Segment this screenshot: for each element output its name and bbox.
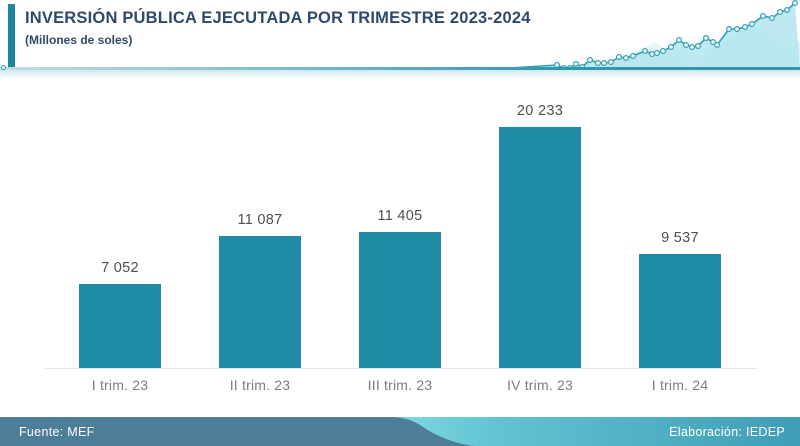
- sparkline-marker: [784, 6, 791, 14]
- bar-2: [219, 236, 301, 368]
- bar-value-label: 20 233: [516, 103, 564, 119]
- bar-group-4: 20 233: [470, 103, 610, 368]
- sparkline-marker: [616, 53, 623, 60]
- page-title: INVERSIÓN PÚBLICA EJECUTADA POR TRIMESTR…: [25, 9, 531, 27]
- trend-sparkline-decoration: [469, 0, 800, 70]
- bar-1: [79, 284, 161, 368]
- x-tick-label: II trim. 23: [229, 377, 291, 393]
- footer-wave-decoration: [0, 417, 474, 446]
- sparkline-marker: [595, 59, 602, 66]
- sparkline-marker: [601, 59, 608, 66]
- sparkline-marker: [726, 26, 733, 33]
- sparkline-marker: [689, 43, 696, 50]
- bar-group-3: 11 405: [330, 127, 470, 368]
- x-tick-label: IV trim. 23: [507, 377, 573, 393]
- sparkline-marker: [749, 21, 756, 28]
- sparkline-marker: [695, 42, 702, 49]
- header: INVERSIÓN PÚBLICA EJECUTADA POR TRIMESTR…: [0, 0, 800, 79]
- header-rule-dot: [1, 65, 6, 70]
- bar-5: [639, 254, 721, 368]
- page-subtitle: (Millones de soles): [25, 33, 133, 47]
- bar-value-label: 7 052: [101, 260, 139, 276]
- sparkline-marker: [660, 47, 667, 54]
- x-axis-labels: I trim. 23 II trim. 23 III trim. 23 IV trim…: [50, 377, 750, 393]
- sparkline-marker: [654, 49, 661, 56]
- sparkline-marker: [572, 60, 579, 67]
- sparkline-marker: [742, 24, 749, 31]
- sparkline-marker: [760, 13, 767, 20]
- credit-label: Elaboración: IEDEP: [669, 424, 785, 439]
- sparkline-marker: [714, 41, 721, 48]
- sparkline-marker: [676, 36, 683, 43]
- x-tick-label: III trim. 23: [367, 377, 433, 393]
- footer: Fuente: MEF Elaboración: IEDEP: [0, 417, 800, 446]
- bar-group-1: 7 052: [50, 127, 190, 368]
- sparkline-marker: [792, 0, 798, 6]
- sparkline-marker: [769, 15, 776, 22]
- header-rule-glow: [0, 70, 800, 79]
- source-label: Fuente: MEF: [19, 424, 95, 439]
- bar-value-label: 9 537: [661, 230, 699, 246]
- bar-value-label: 11 087: [237, 212, 283, 228]
- sparkline-marker: [649, 50, 656, 57]
- accent-bar: [8, 4, 15, 68]
- sparkline-marker: [710, 38, 717, 45]
- bar-4: [499, 127, 581, 368]
- x-axis-line: [45, 368, 757, 369]
- bar-value-label: 11 405: [377, 208, 423, 224]
- sparkline-marker: [630, 52, 637, 59]
- bar-group-2: 11 087: [190, 127, 330, 368]
- sparkline-marker: [668, 43, 675, 50]
- sparkline-marker: [608, 58, 615, 65]
- x-tick-label: I trim. 23: [91, 377, 149, 393]
- bar-3: [359, 232, 441, 368]
- x-tick-label: I trim. 24: [651, 377, 709, 393]
- sparkline-marker: [734, 26, 741, 33]
- sparkline-marker: [587, 56, 594, 63]
- sparkline-marker: [703, 34, 710, 41]
- bar-groups: 7 052 11 087 11 405 20 233 9 537: [50, 103, 750, 368]
- sparkline-marker: [777, 9, 784, 16]
- bar-chart: 7 052 11 087 11 405 20 233 9 537 I trim. 23 I…: [0, 103, 800, 393]
- header-rule: [0, 67, 800, 70]
- sparkline-marker: [623, 54, 630, 61]
- sparkline-marker: [642, 47, 649, 54]
- bar-group-5: 9 537: [610, 127, 750, 368]
- sparkline-marker: [683, 41, 690, 48]
- plot-area: 7 052 11 087 11 405 20 233 9 537: [0, 103, 800, 369]
- sparkline-area: [470, 3, 800, 70]
